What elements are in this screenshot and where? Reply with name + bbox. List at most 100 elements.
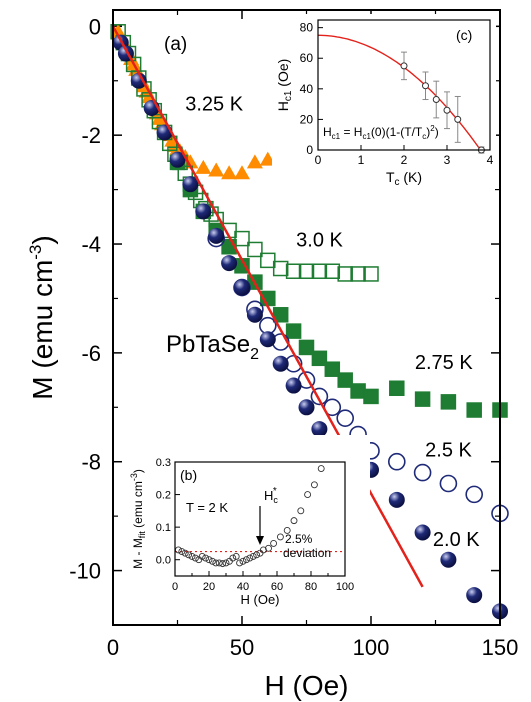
data-point-2-0k — [414, 524, 431, 541]
inset-b-x-tick-label: 100 — [336, 581, 354, 593]
inset-b-y-label: M - Mfit (emu cm-3) — [129, 469, 147, 569]
data-point-2-0k — [221, 255, 238, 272]
y-tick-label: 0 — [89, 14, 101, 39]
inset-c-y-label: Hc1 (Oe) — [275, 59, 294, 112]
inset-c-x-tick-label: 1 — [358, 153, 365, 167]
deviation-word-label: deviation — [283, 546, 331, 560]
data-point-3-25k — [221, 165, 238, 180]
deviation-data-point — [246, 554, 254, 562]
y-axis-label: M (emu cm-3) — [26, 235, 58, 399]
data-point-2-0k — [466, 587, 483, 604]
inset-b-y-tick-label: 0.3 — [156, 457, 171, 469]
y-tick-label: -4 — [81, 232, 101, 257]
deviation-data-point — [290, 517, 298, 525]
inset-b-frame — [174, 461, 346, 577]
data-point-3-0k — [298, 263, 315, 279]
data-point-3-0k — [247, 241, 263, 258]
hc1-data-point — [422, 82, 429, 90]
deviation-data-point — [283, 526, 291, 534]
series-label: 2.5 K — [425, 439, 472, 461]
deviation-data-point — [215, 559, 223, 567]
deviation-data-point — [242, 556, 250, 564]
data-point-3-0k — [285, 263, 302, 279]
inset-c-x-tick-label: 4 — [487, 153, 494, 167]
panel-c-label: (c) — [456, 27, 472, 43]
data-point-2-0k — [130, 72, 147, 89]
series-label: 2.75 K — [415, 352, 473, 374]
deviation-data-point — [229, 554, 237, 562]
data-point-3-0k — [234, 230, 250, 247]
deviation-data-point — [212, 559, 220, 567]
deviation-data-point — [239, 557, 247, 565]
data-point-2-0k — [246, 306, 263, 323]
deviation-data-point — [202, 554, 210, 562]
x-tick-label: 50 — [230, 635, 254, 660]
data-point-3-0k — [260, 252, 276, 269]
deviation-data-point — [297, 507, 305, 515]
data-point-2-75k — [466, 402, 482, 418]
data-point-3-25k — [208, 162, 225, 177]
inset-b-x-tick-label: 60 — [271, 581, 283, 593]
deviation-data-point — [208, 557, 216, 565]
x-tick-label: 100 — [353, 635, 390, 660]
deviation-data-point — [259, 546, 267, 554]
data-point-3-25k — [195, 159, 212, 174]
hc1-data-point — [400, 62, 408, 70]
deviation-data-point — [181, 549, 189, 557]
data-point-2-75k — [285, 323, 302, 339]
data-point-2-0k — [285, 377, 302, 394]
inset-c-y-tick-label: 40 — [300, 82, 314, 96]
inset-b-y-tick-label: 0.1 — [156, 522, 171, 534]
hc1-data-point — [432, 96, 440, 104]
data-point-2-75k — [363, 388, 379, 405]
deviation-percent-label: 2.5% — [285, 532, 313, 546]
data-point-3-0k — [311, 263, 328, 279]
inset-b-x-tick-label: 80 — [305, 581, 317, 593]
y-tick-label: -6 — [81, 341, 101, 366]
inset-c-y-tick-label: 0 — [306, 143, 313, 157]
data-point-2-0k — [208, 227, 225, 244]
data-point-3-25k — [234, 165, 250, 180]
deviation-data-point — [188, 553, 196, 560]
linear-fit-line — [111, 25, 424, 588]
deviation-data-point — [317, 465, 325, 472]
inset-b: 0 20 40 60 80 100 0.0 0.1 0.2 0.3 H (Oe) M - Mfit (… — [125, 435, 370, 607]
x-axis-label: H (Oe) — [265, 670, 349, 701]
material-label: PbTaSe2 — [166, 331, 259, 363]
x-tick-label: 0 — [107, 635, 119, 660]
hc1-data-point — [443, 106, 451, 114]
inset-c-frame — [317, 19, 491, 151]
hc1-formula: Hc1 = Hc1(0)(1-(T/Tc)2) — [323, 124, 439, 141]
data-point-3-0k — [324, 263, 341, 279]
inset-b-background — [125, 435, 370, 605]
data-point-2-5k — [465, 485, 484, 504]
temperature-condition: T = 2 K — [186, 500, 228, 515]
inset-c-x-label: Tc (K) — [386, 169, 422, 188]
deviation-data-point — [219, 560, 227, 568]
inset-c-x-tick-label: 3 — [444, 153, 451, 167]
data-point-2-5k — [336, 409, 355, 427]
data-point-2-0k — [440, 551, 457, 568]
data-point-2-0k — [234, 279, 250, 296]
deviation-data-point — [253, 551, 261, 559]
inset-c-y-tick-label: 20 — [300, 112, 314, 126]
data-point-2-75k — [311, 350, 328, 367]
data-point-2-0k — [169, 151, 186, 168]
deviation-data-point — [304, 491, 312, 499]
x-tick-label: 150 — [482, 635, 519, 660]
panel-b-label: (b) — [180, 467, 197, 483]
data-point-2-0k — [182, 176, 199, 193]
series-label: 3.0 K — [296, 230, 343, 252]
deviation-data-point — [310, 481, 318, 489]
data-point-2-0k — [272, 355, 289, 372]
data-point-3-0k — [272, 260, 289, 277]
inset-b-y-tick-label: 0.2 — [156, 490, 171, 502]
inset-b-x-tick-label: 20 — [203, 581, 215, 593]
panel-a-label: (a) — [164, 34, 187, 55]
hc-arrow-head — [256, 536, 264, 545]
inset-c-x-tick-label: 2 — [401, 153, 408, 167]
deviation-data-point — [270, 539, 278, 547]
